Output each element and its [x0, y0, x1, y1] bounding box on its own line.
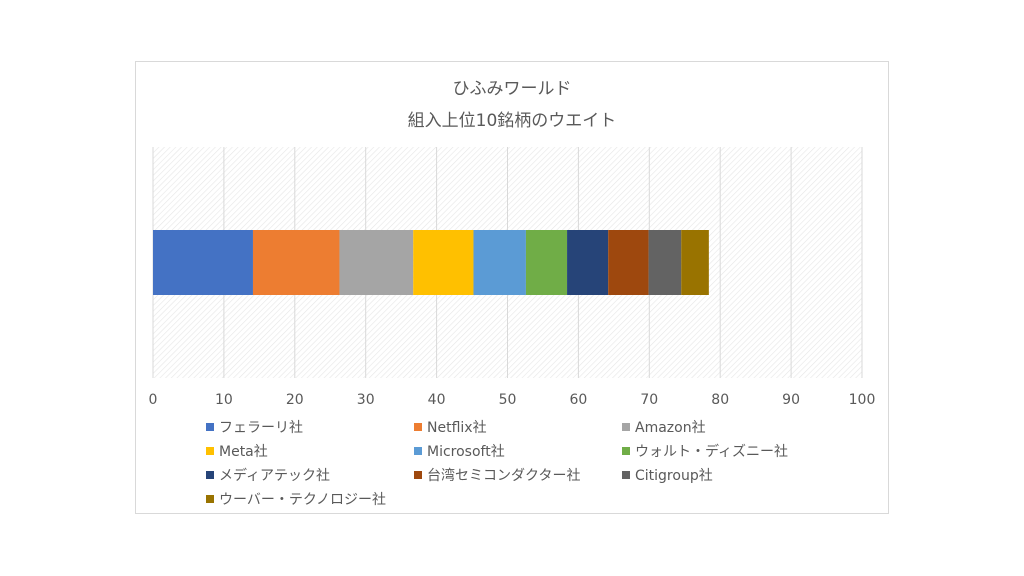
bar-segment-3 — [339, 230, 414, 295]
legend-item: フェラーリ社 — [206, 417, 303, 437]
x-tick-label: 60 — [569, 392, 587, 408]
chart-frame: ひふみワールド 組入上位10銘柄のウエイト 0 10 20 30 40 50 60 70 80 9… — [135, 61, 889, 514]
legend-label: Amazon社 — [635, 420, 706, 436]
legend-item: メディアテック社 — [206, 465, 330, 485]
legend-label: Netflix社 — [427, 420, 487, 436]
legend-swatch — [414, 447, 422, 455]
legend-item: 台湾セミコンダクター社 — [414, 465, 580, 485]
x-tick-label: 0 — [149, 392, 158, 408]
legend-item: Microsoft社 — [414, 441, 505, 461]
bar-segment-6 — [525, 230, 568, 295]
chart-title: ひふみワールド — [452, 79, 572, 99]
bar-segment-8 — [608, 230, 649, 295]
legend-item: Meta社 — [206, 441, 268, 461]
legend-swatch — [414, 471, 422, 479]
legend-label: メディアテック社 — [219, 468, 331, 484]
legend-label: Citigroup社 — [635, 468, 713, 484]
legend-label: ウーバー・テクノロジー社 — [219, 492, 387, 508]
x-tick-label: 80 — [711, 392, 729, 408]
legend-swatch — [206, 471, 214, 479]
legend-item: Citigroup社 — [622, 465, 713, 485]
legend-label: ウォルト・ディズニー社 — [635, 444, 789, 460]
legend-item: Netflix社 — [414, 417, 487, 437]
bar-segment-5 — [473, 230, 526, 295]
bar-segment-1 — [153, 230, 253, 295]
x-tick-label: 20 — [286, 392, 304, 408]
legend-item: ウーバー・テクノロジー社 — [206, 489, 386, 509]
legend-item: Amazon社 — [622, 417, 706, 437]
legend-swatch — [206, 423, 214, 431]
x-tick-label: 10 — [215, 392, 233, 408]
plot-area: 0 10 20 30 40 50 60 70 80 90 100 — [149, 147, 876, 408]
bar-segment-9 — [648, 230, 682, 295]
legend-swatch — [414, 423, 422, 431]
bar-segment-2 — [252, 230, 340, 295]
legend-swatch — [206, 495, 214, 503]
legend-swatch — [622, 423, 630, 431]
legend-swatch — [622, 447, 630, 455]
bar-segment-4 — [413, 230, 474, 295]
bar-segment-7 — [567, 230, 609, 295]
x-tick-label: 70 — [640, 392, 658, 408]
chart-subtitle: 組入上位10銘柄のウエイト — [407, 111, 617, 131]
legend-label: 台湾セミコンダクター社 — [427, 468, 581, 484]
legend-item: ウォルト・ディズニー社 — [622, 441, 788, 461]
bar-segment-10 — [681, 230, 709, 295]
bar-segments — [153, 230, 709, 295]
x-tick-label: 90 — [782, 392, 800, 408]
legend-label: フェラーリ社 — [219, 420, 303, 436]
legend-swatch — [206, 447, 214, 455]
x-axis-ticks: 0 10 20 30 40 50 60 70 80 90 100 — [149, 392, 876, 408]
legend-label: Meta社 — [219, 444, 268, 460]
x-tick-label: 30 — [357, 392, 375, 408]
x-tick-label: 100 — [849, 392, 876, 408]
legend-label: Microsoft社 — [427, 444, 505, 460]
legend-swatch — [622, 471, 630, 479]
x-tick-label: 50 — [499, 392, 517, 408]
x-tick-label: 40 — [428, 392, 446, 408]
